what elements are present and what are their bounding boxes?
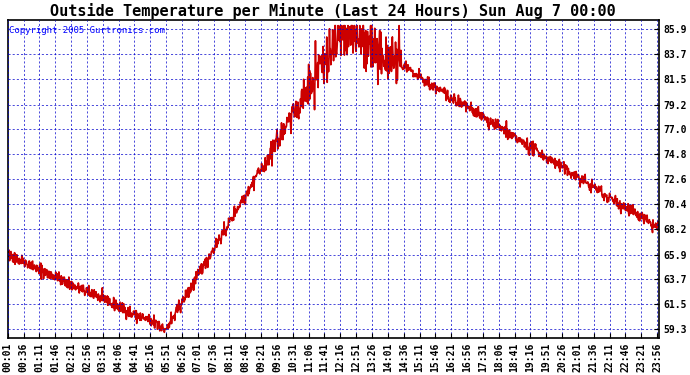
Title: Outside Temperature per Minute (Last 24 Hours) Sun Aug 7 00:00: Outside Temperature per Minute (Last 24 … [50, 3, 616, 19]
Text: Copyright 2005 Gurtronics.com: Copyright 2005 Gurtronics.com [9, 26, 165, 35]
